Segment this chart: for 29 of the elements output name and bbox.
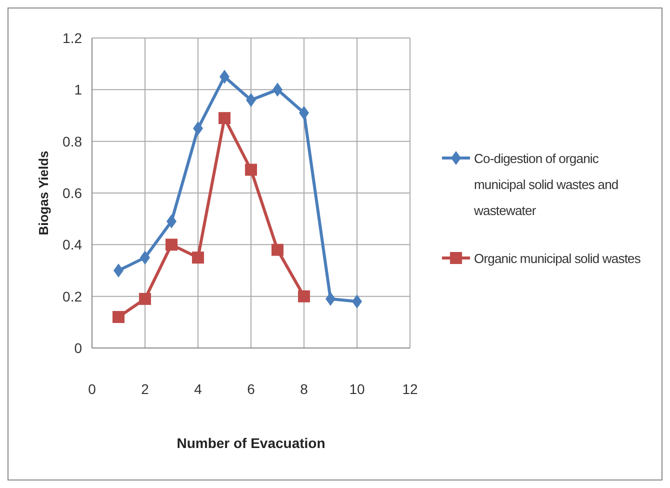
point bbox=[352, 294, 362, 308]
point bbox=[112, 311, 124, 323]
y-tick-label: 0.8 bbox=[62, 133, 82, 150]
point bbox=[166, 238, 178, 251]
x-tick-label: 8 bbox=[300, 381, 308, 397]
point bbox=[246, 93, 256, 107]
x-tick-label: 2 bbox=[141, 381, 150, 397]
y-tick-label: 0.4 bbox=[62, 236, 82, 253]
x-tick-label: 10 bbox=[349, 381, 365, 397]
legend-label: Organic municipal solid wastes bbox=[474, 251, 642, 266]
x-tick-label: 0 bbox=[88, 381, 96, 397]
y-axis-title: Biogas Yields bbox=[36, 150, 51, 236]
point bbox=[114, 264, 124, 278]
y-tick-label: 0.6 bbox=[62, 185, 82, 201]
y-tick-label: 1.2 bbox=[62, 30, 82, 46]
point bbox=[245, 164, 257, 176]
x-tick-label: 12 bbox=[402, 381, 418, 397]
point bbox=[192, 252, 204, 264]
point bbox=[298, 290, 310, 302]
y-tick-label: 0 bbox=[74, 340, 82, 356]
point bbox=[272, 244, 284, 256]
legend-label: Co-digestion of organic municipal solid wastes and wastewater bbox=[473, 151, 618, 218]
x-tick-label: 6 bbox=[247, 381, 256, 397]
y-tick-label: 0.2 bbox=[62, 288, 82, 304]
y-tick-label: 1 bbox=[74, 82, 82, 98]
x-tick-label: 4 bbox=[194, 381, 202, 397]
point bbox=[139, 292, 151, 305]
point bbox=[218, 112, 230, 124]
x-axis-title: Number of Evacuation bbox=[176, 435, 326, 451]
